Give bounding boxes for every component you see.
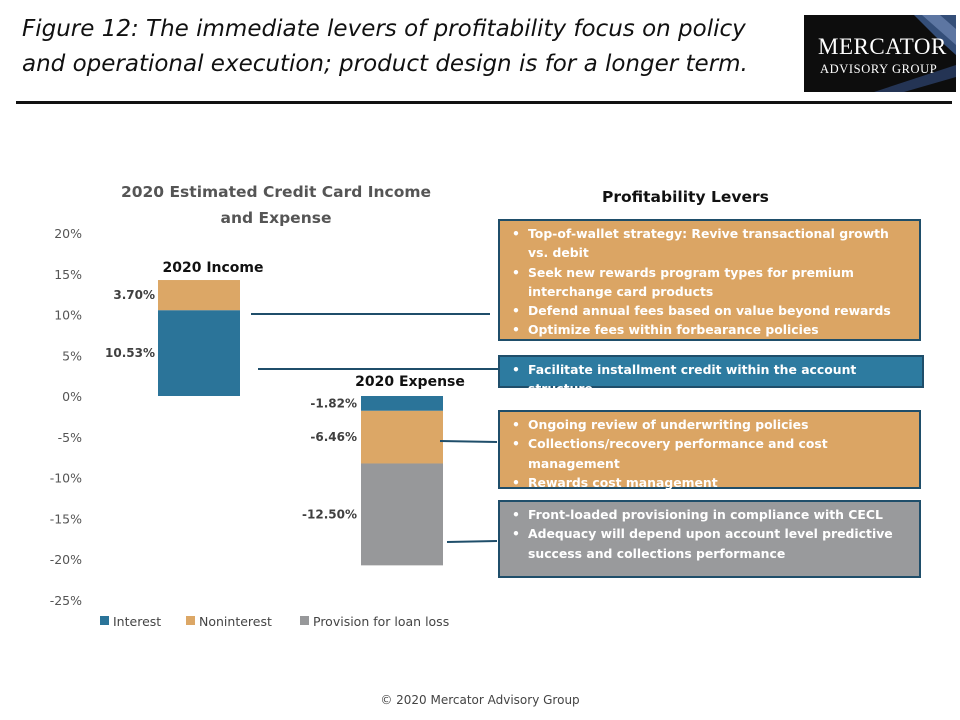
lever-item: Top-of-wallet strategy: Revive transacti… <box>508 224 911 263</box>
lever-item: Defend annual fees based on value beyond… <box>508 301 911 321</box>
lever-item: Rewards cost management <box>508 473 911 493</box>
bar-2020-expense-provision-for-loan-loss <box>361 463 443 566</box>
copyright-notice: © 2020 Mercator Advisory Group <box>380 693 580 707</box>
lever-item: Front-loaded provisioning in compliance … <box>508 505 911 525</box>
legend-swatch <box>186 616 195 625</box>
legend-label: Interest <box>113 614 161 629</box>
y-tick-label: 20% <box>54 226 82 241</box>
legend-swatch <box>300 616 309 625</box>
category-label: 2020 Income <box>162 260 263 276</box>
data-label: 10.53% <box>105 346 155 360</box>
y-tick-label: -10% <box>50 471 82 486</box>
data-label: -12.50% <box>302 507 357 521</box>
y-tick-label: 10% <box>54 308 82 323</box>
bar-2020-expense-noninterest <box>361 410 443 464</box>
y-tick-label: -15% <box>50 511 82 526</box>
levers-title: Profitability Levers <box>602 188 769 206</box>
logo-swoosh-graphic <box>874 15 956 92</box>
bar-2020-income-noninterest <box>158 280 240 311</box>
lever-item: Ongoing review of underwriting policies <box>508 415 911 435</box>
y-tick-label: -5% <box>58 430 82 445</box>
lever-box-2: Facilitate installment credit within the… <box>498 355 924 396</box>
connector-line <box>446 540 498 543</box>
lever-box-3: Ongoing review of underwriting policiesC… <box>498 410 921 493</box>
logo-line1: Mercator <box>818 34 947 59</box>
legend-swatch <box>100 616 109 625</box>
bar-2020-expense-interest <box>361 396 443 411</box>
lever-box-1: Top-of-wallet strategy: Revive transacti… <box>498 219 921 341</box>
logo-line2: Advisory Group <box>820 62 938 76</box>
y-tick-label: -20% <box>50 552 82 567</box>
chart-title-line1: 2020 Estimated Credit Card Income <box>121 183 431 201</box>
data-label: -6.46% <box>310 430 357 444</box>
y-tick-label: 0% <box>62 389 82 404</box>
y-tick-label: 5% <box>62 348 82 363</box>
data-label: 3.70% <box>113 288 155 302</box>
y-tick-label: 15% <box>54 267 82 282</box>
lever-item: Collections/recovery performance and cos… <box>508 434 911 473</box>
lever-item: Optimize fees within forbearance policie… <box>508 320 911 340</box>
category-label: 2020 Expense <box>355 374 465 390</box>
title-divider <box>16 101 952 104</box>
company-logo: Mercator Advisory Group <box>804 15 956 92</box>
legend-label: Provision for loan loss <box>313 614 449 629</box>
lever-box-4: Front-loaded provisioning in compliance … <box>498 500 921 578</box>
chart-title-line2: and Expense <box>221 209 332 227</box>
data-label: -1.82% <box>310 396 357 410</box>
connector-line <box>439 440 498 443</box>
lever-item: Seek new rewards program types for premi… <box>508 263 911 302</box>
page-title: Figure 12: The immediate levers of profi… <box>22 16 748 77</box>
lever-item: Adequacy will depend upon account level … <box>508 524 911 563</box>
y-tick-label: -25% <box>50 593 82 608</box>
legend-label: Noninterest <box>199 614 272 629</box>
bar-2020-income-interest <box>158 310 240 396</box>
lever-item: Facilitate installment credit within the… <box>508 360 914 399</box>
